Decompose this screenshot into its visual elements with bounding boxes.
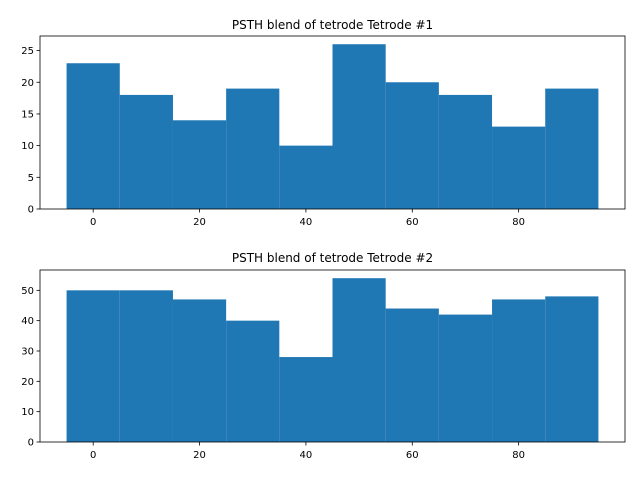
y-tick-label: 20 [21,78,34,89]
histogram-bar [438,94,493,209]
x-tick-label: 20 [193,217,206,228]
y-tick-label: 30 [21,346,34,357]
axis-ticks: 0 20 40 60 80 0 5 10 15 20 25 [21,46,525,228]
histogram-bar [279,357,333,442]
y-tick-label: 20 [21,377,34,388]
y-tick-label: 40 [21,316,34,327]
x-tick-label: 80 [512,217,525,228]
histogram-bar [492,126,546,209]
histogram-bar [492,299,546,442]
histogram-bar [226,320,280,442]
bar-series [66,278,599,442]
histogram-bar [385,308,439,442]
y-tick-label: 0 [28,438,34,449]
y-tick-label: 10 [21,407,34,418]
histogram-bar [66,63,120,209]
y-tick-label: 15 [21,109,34,120]
chart-title: PSTH blend of tetrode Tetrode #2 [232,251,433,265]
histogram-bar [172,120,227,209]
y-tick-label: 10 [21,141,34,152]
x-tick-label: 20 [193,450,206,461]
histogram-bar [119,290,173,442]
subplot-tetrode-2: PSTH blend of tetrode Tetrode #2 0 20 40 60… [21,251,626,461]
x-tick-label: 0 [90,217,96,228]
histogram-bar [545,88,599,209]
axes-frame [39,269,626,443]
chart-title: PSTH blend of tetrode Tetrode #1 [232,18,433,32]
y-tick-label: 25 [21,46,34,57]
x-tick-label: 40 [300,217,313,228]
y-tick-label: 50 [21,286,34,297]
histogram-bar [332,278,386,442]
axes-frame [39,35,626,210]
histogram-bar [332,44,386,209]
x-tick-label: 40 [300,450,313,461]
histogram-bar [119,94,173,209]
bar-series [66,44,599,209]
histogram-bar [172,299,227,442]
histogram-bar [279,145,333,209]
histogram-bar [66,290,120,442]
x-tick-label: 80 [512,450,525,461]
histogram-bar [385,82,439,209]
histogram-bar [438,314,493,442]
x-tick-label: 60 [406,450,419,461]
subplot-tetrode-1: PSTH blend of tetrode Tetrode #1 0 20 40 60… [21,18,626,228]
histogram-bar [226,88,280,209]
histogram-bar [545,296,599,442]
x-tick-label: 60 [406,217,419,228]
x-tick-label: 0 [90,450,96,461]
y-tick-label: 0 [28,205,34,216]
axis-ticks: 0 20 40 60 80 0 10 20 30 40 50 [21,286,525,461]
y-tick-label: 5 [28,173,34,184]
